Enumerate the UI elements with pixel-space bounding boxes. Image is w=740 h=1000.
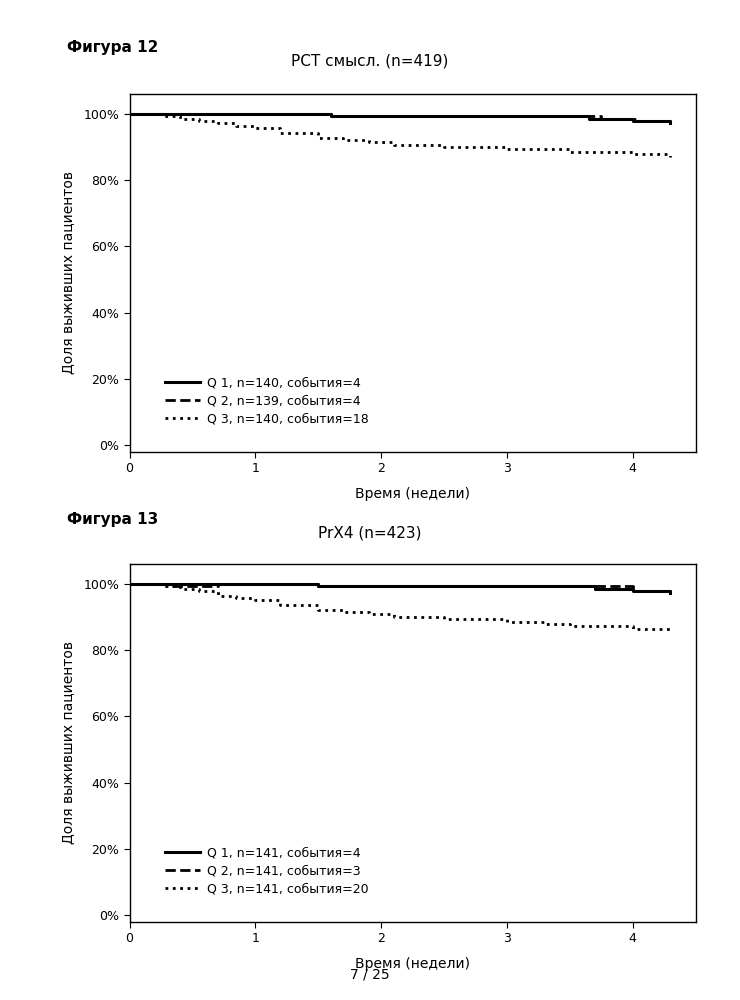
Q 3, n=140, события=18 bbox=[232, 120, 240, 132]
Q 3, n=141, события=20 bbox=[591, 620, 599, 632]
Q 1, n=141, события=4 bbox=[251, 578, 260, 590]
Legend: Q 1, n=141, события=4, Q 2, n=141, события=3, Q 3, n=141, события=20: Q 1, n=141, события=4, Q 2, n=141, событ… bbox=[158, 840, 375, 901]
Q 1, n=140, события=4 bbox=[125, 108, 134, 120]
Q 3, n=140, события=18 bbox=[157, 110, 166, 122]
Q 3, n=140, события=18 bbox=[175, 113, 184, 125]
Q 2, n=141, события=3 bbox=[565, 580, 574, 592]
Q 2, n=141, события=3 bbox=[213, 578, 222, 590]
X-axis label: Время (недели): Время (недели) bbox=[355, 957, 470, 971]
Q 3, n=140, события=18 bbox=[591, 146, 599, 158]
Text: РСТ смысл. (n=419): РСТ смысл. (n=419) bbox=[292, 53, 448, 68]
Q 3, n=141, события=20 bbox=[314, 604, 323, 616]
Q 3, n=140, события=18 bbox=[440, 141, 448, 153]
Q 2, n=139, события=4 bbox=[634, 115, 643, 127]
Q 3, n=140, события=18 bbox=[666, 151, 675, 163]
Text: PrX4 (n=423): PrX4 (n=423) bbox=[318, 525, 422, 540]
Q 2, n=141, события=3 bbox=[377, 580, 386, 592]
Q 3, n=141, события=20 bbox=[440, 613, 448, 625]
Y-axis label: Доля выживших пациентов: Доля выживших пациентов bbox=[61, 642, 75, 844]
Q 3, n=140, события=18 bbox=[628, 148, 637, 160]
Q 1, n=141, события=4 bbox=[314, 580, 323, 592]
Q 2, n=141, события=3 bbox=[238, 578, 247, 590]
Q 3, n=140, события=18 bbox=[389, 139, 398, 151]
Line: Q 1, n=141, события=4: Q 1, n=141, события=4 bbox=[130, 584, 670, 593]
Q 1, n=141, события=4 bbox=[125, 578, 134, 590]
Q 2, n=141, события=3 bbox=[314, 580, 323, 592]
Q 3, n=140, события=18 bbox=[314, 132, 323, 144]
Legend: Q 1, n=140, события=4, Q 2, n=139, события=4, Q 3, n=140, события=18: Q 1, n=140, события=4, Q 2, n=139, событ… bbox=[158, 370, 375, 431]
Q 3, n=140, события=18 bbox=[276, 127, 285, 139]
Q 2, n=139, события=4 bbox=[596, 113, 605, 125]
Q 3, n=141, события=20 bbox=[276, 599, 285, 611]
Q 1, n=140, события=4 bbox=[157, 108, 166, 120]
Q 1, n=140, события=4 bbox=[251, 108, 260, 120]
Q 3, n=140, события=18 bbox=[251, 122, 260, 134]
Q 3, n=140, события=18 bbox=[565, 146, 574, 158]
Q 2, n=139, события=4 bbox=[125, 108, 134, 120]
Q 1, n=140, события=4 bbox=[628, 115, 637, 127]
Line: Q 2, n=139, события=4: Q 2, n=139, события=4 bbox=[130, 114, 670, 123]
Q 3, n=141, события=20 bbox=[251, 594, 260, 606]
Q 2, n=141, события=3 bbox=[125, 578, 134, 590]
Q 2, n=141, события=3 bbox=[666, 587, 675, 599]
Q 3, n=141, события=20 bbox=[389, 611, 398, 623]
Q 2, n=139, события=4 bbox=[326, 110, 335, 122]
Q 3, n=141, события=20 bbox=[175, 583, 184, 595]
Q 1, n=140, события=4 bbox=[326, 110, 335, 122]
Q 1, n=141, события=4 bbox=[628, 585, 637, 597]
Q 3, n=140, события=18 bbox=[194, 115, 203, 127]
Q 3, n=140, события=18 bbox=[339, 134, 348, 146]
Q 1, n=140, события=4 bbox=[666, 117, 675, 129]
Y-axis label: Доля выживших пациентов: Доля выживших пациентов bbox=[61, 172, 75, 374]
Q 2, n=141, события=3 bbox=[163, 580, 172, 592]
X-axis label: Время (недели): Время (недели) bbox=[355, 487, 470, 501]
Q 3, n=141, события=20 bbox=[502, 616, 511, 628]
Q 3, n=141, события=20 bbox=[125, 578, 134, 590]
Q 3, n=141, события=20 bbox=[565, 620, 574, 632]
Q 3, n=141, события=20 bbox=[232, 592, 240, 604]
Q 1, n=141, события=4 bbox=[666, 587, 675, 599]
Q 2, n=139, события=4 bbox=[194, 108, 203, 120]
Q 3, n=140, события=18 bbox=[414, 139, 423, 151]
Q 3, n=140, события=18 bbox=[502, 143, 511, 155]
Q 3, n=141, события=20 bbox=[666, 625, 675, 637]
Text: Фигура 13: Фигура 13 bbox=[67, 512, 158, 527]
Line: Q 2, n=141, события=3: Q 2, n=141, события=3 bbox=[130, 584, 670, 593]
Q 3, n=140, события=18 bbox=[213, 117, 222, 129]
Line: Q 3, n=140, события=18: Q 3, n=140, события=18 bbox=[130, 114, 670, 157]
Q 3, n=140, события=18 bbox=[125, 108, 134, 120]
Q 3, n=141, события=20 bbox=[628, 623, 637, 635]
Q 3, n=141, события=20 bbox=[364, 608, 373, 620]
Q 1, n=140, события=4 bbox=[565, 110, 574, 122]
Line: Q 3, n=141, события=20: Q 3, n=141, события=20 bbox=[130, 584, 670, 631]
Q 3, n=141, события=20 bbox=[339, 606, 348, 618]
Q 2, n=141, события=3 bbox=[628, 585, 637, 597]
Line: Q 1, n=140, события=4: Q 1, n=140, события=4 bbox=[130, 114, 670, 123]
Q 2, n=139, события=4 bbox=[169, 108, 178, 120]
Q 2, n=141, события=3 bbox=[188, 580, 197, 592]
Text: 7 / 25: 7 / 25 bbox=[350, 968, 390, 982]
Q 1, n=141, события=4 bbox=[565, 580, 574, 592]
Q 3, n=141, события=20 bbox=[213, 590, 222, 602]
Q 1, n=140, события=4 bbox=[584, 113, 593, 125]
Q 2, n=141, события=3 bbox=[502, 580, 511, 592]
Q 2, n=139, события=4 bbox=[666, 117, 675, 129]
Q 3, n=141, события=20 bbox=[540, 618, 549, 630]
Q 1, n=141, события=4 bbox=[163, 578, 172, 590]
Q 2, n=139, события=4 bbox=[251, 108, 260, 120]
Q 2, n=141, события=3 bbox=[263, 578, 272, 590]
Q 3, n=141, события=20 bbox=[157, 580, 166, 592]
Q 1, n=141, события=4 bbox=[591, 583, 599, 595]
Q 3, n=141, события=20 bbox=[194, 585, 203, 597]
Q 3, n=140, события=18 bbox=[364, 136, 373, 148]
Text: Фигура 12: Фигура 12 bbox=[67, 40, 158, 55]
Q 2, n=139, события=4 bbox=[565, 110, 574, 122]
